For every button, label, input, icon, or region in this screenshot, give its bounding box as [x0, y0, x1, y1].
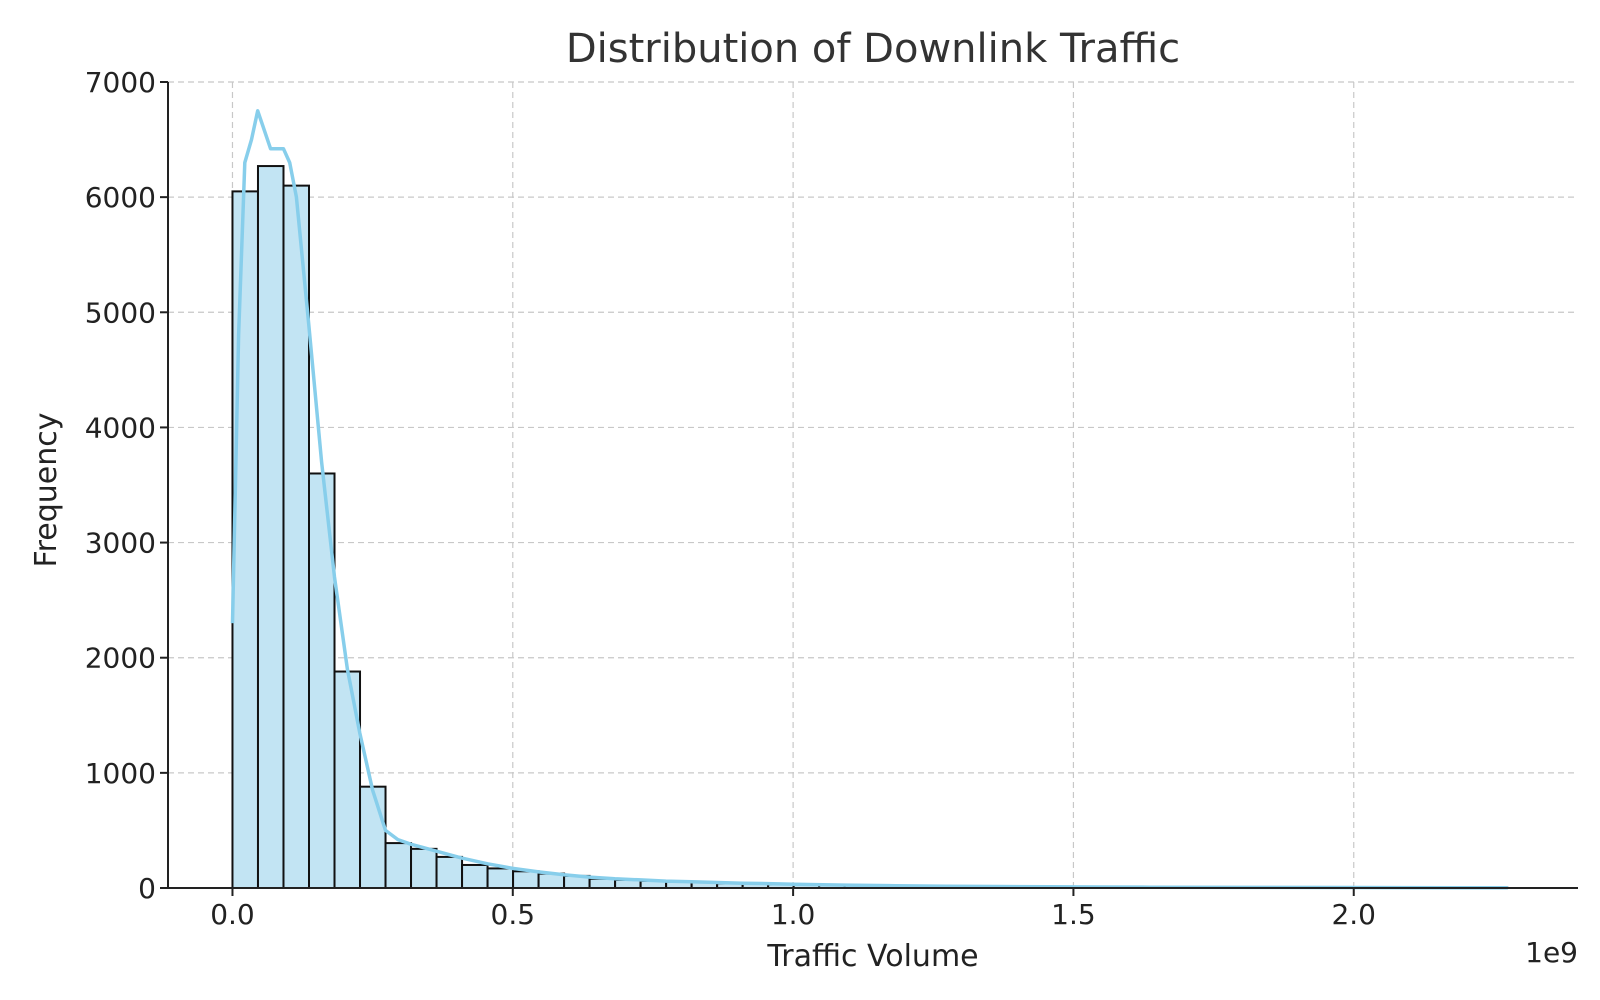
- histogram-bar: [435, 855, 464, 890]
- histogram-bar: [461, 863, 489, 890]
- y-tick-label: 1000: [85, 757, 156, 790]
- histogram-bar: [384, 842, 413, 890]
- histogram-bar: [256, 165, 285, 890]
- histogram-bar: [486, 867, 515, 890]
- y-tick-label: 6000: [85, 181, 156, 214]
- axes: [167, 82, 1578, 889]
- x-tick-label: 0.5: [491, 898, 536, 931]
- histogram-bar: [282, 184, 311, 889]
- y-tick-label: 4000: [85, 411, 156, 444]
- histogram-bars: [231, 165, 1509, 890]
- histogram-bar: [512, 870, 540, 889]
- tick-labels: 0 1000 2000 3000 4000 5000 6000 7000 0.0 0.5 1.0 1.…: [85, 66, 1376, 931]
- histogram-bar: [231, 190, 259, 889]
- y-tick-label: 5000: [85, 296, 156, 329]
- x-axis-label: Traffic Volume: [766, 939, 978, 974]
- x-tick-label: 1.0: [771, 898, 816, 931]
- histogram-bar: [333, 670, 362, 889]
- y-tick-label: 0: [138, 872, 156, 905]
- grid-lines: [168, 81, 1578, 888]
- histogram-bar: [410, 847, 438, 890]
- x-offset-label: 1e9: [1525, 936, 1578, 969]
- histogram-bar: [359, 785, 387, 889]
- y-axis-label: Frequency: [29, 413, 64, 568]
- y-tick-label: 3000: [85, 527, 156, 560]
- y-tick-label: 7000: [85, 66, 156, 99]
- kde-curve-layer: [230, 109, 1508, 890]
- chart-title: Distribution of Downlink Traffic: [566, 26, 1180, 72]
- kde-curve: [230, 109, 1508, 890]
- x-tick-label: 2.0: [1331, 898, 1376, 931]
- x-tick-label: 1.5: [1051, 898, 1096, 931]
- y-tick-label: 2000: [85, 642, 156, 675]
- x-tick-label: 0.0: [210, 898, 255, 931]
